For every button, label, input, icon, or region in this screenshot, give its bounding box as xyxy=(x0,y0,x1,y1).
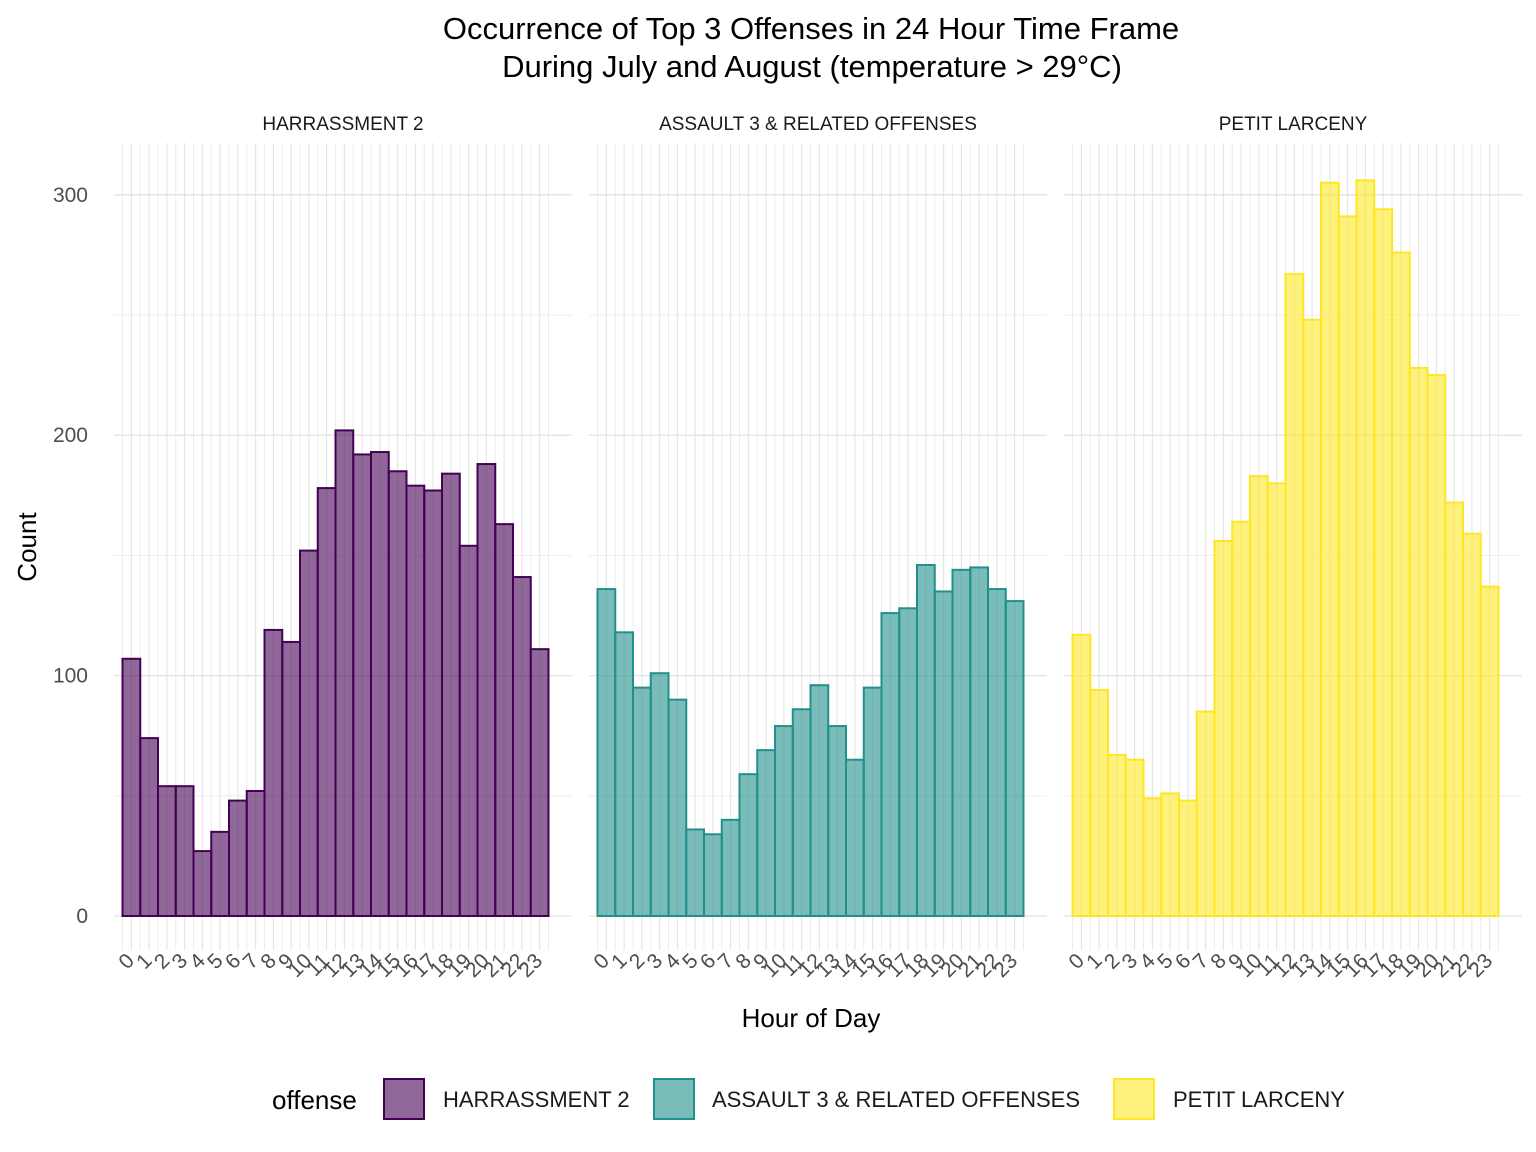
bar-harrassment-2-hour-20 xyxy=(476,463,497,917)
bar-harrassment-2-hour-4 xyxy=(192,850,213,917)
facet-label-assault-3-related-offenses: ASSAULT 3 & RELATED OFFENSES xyxy=(659,114,977,135)
bar-harrassment-2-hour-18 xyxy=(441,472,461,917)
bar-harrassment-2-hour-0 xyxy=(121,657,142,917)
bar-harrassment-2-hour-15 xyxy=(387,470,408,917)
bar-petit-larceny-hour-7 xyxy=(1195,710,1216,917)
x-tick-petit-larceny-23: 23 xyxy=(1464,949,1497,982)
bar-harrassment-2-hour-13 xyxy=(352,453,372,917)
facet-label-harrassment-2: HARRASSMENT 2 xyxy=(262,114,423,135)
bar-assault-3-related-offenses-hour-14 xyxy=(845,758,865,917)
bar-assault-3-related-offenses-hour-7 xyxy=(720,818,741,918)
bar-assault-3-related-offenses-hour-21 xyxy=(969,566,989,917)
bar-assault-3-related-offenses-hour-15 xyxy=(862,686,883,917)
bar-assault-3-related-offenses-hour-23 xyxy=(1004,600,1025,917)
y-tick-100: 100 xyxy=(53,665,88,688)
y-tick-300: 300 xyxy=(53,184,88,207)
bar-petit-larceny-hour-0 xyxy=(1071,633,1092,917)
bar-petit-larceny-hour-18 xyxy=(1391,251,1411,918)
y-tick-0: 0 xyxy=(76,905,88,928)
bar-petit-larceny-hour-1 xyxy=(1089,689,1109,917)
bar-harrassment-2-hour-10 xyxy=(299,549,319,917)
bar-harrassment-2-hour-16 xyxy=(405,484,426,917)
legend-key-petit-larceny xyxy=(1113,1078,1155,1120)
bar-harrassment-2-hour-3 xyxy=(174,785,195,918)
bar-petit-larceny-hour-11 xyxy=(1266,482,1287,917)
bar-harrassment-2-hour-23 xyxy=(529,648,550,917)
bar-harrassment-2-hour-1 xyxy=(139,737,159,917)
bar-assault-3-related-offenses-hour-2 xyxy=(632,686,652,917)
bar-harrassment-2-hour-19 xyxy=(458,544,479,917)
bar-petit-larceny-hour-4 xyxy=(1142,797,1163,917)
bar-assault-3-related-offenses-hour-5 xyxy=(685,828,705,917)
bar-assault-3-related-offenses-hour-8 xyxy=(738,773,759,917)
bar-petit-larceny-hour-22 xyxy=(1462,532,1482,917)
x-tick-harrassment-2-23: 23 xyxy=(514,949,547,982)
bar-assault-3-related-offenses-hour-22 xyxy=(987,588,1007,918)
bar-petit-larceny-hour-13 xyxy=(1302,318,1322,918)
bar-petit-larceny-hour-17 xyxy=(1373,208,1393,917)
bar-petit-larceny-hour-9 xyxy=(1231,520,1251,918)
bar-petit-larceny-hour-21 xyxy=(1444,501,1464,917)
legend-label-petit-larceny: PETIT LARCENY xyxy=(1173,1087,1345,1112)
bar-harrassment-2-hour-11 xyxy=(316,487,337,917)
bar-assault-3-related-offenses-hour-19 xyxy=(933,590,954,918)
bar-assault-3-related-offenses-hour-20 xyxy=(951,568,972,917)
chart-subtitle: During July and August (temperature > 29… xyxy=(502,49,1122,84)
bar-assault-3-related-offenses-hour-3 xyxy=(649,672,670,917)
bar-harrassment-2-hour-12 xyxy=(334,429,355,917)
y-tick-200: 200 xyxy=(53,424,88,447)
bar-assault-3-related-offenses-hour-13 xyxy=(827,725,847,917)
bar-harrassment-2-hour-8 xyxy=(263,628,284,917)
bar-harrassment-2-hour-21 xyxy=(494,523,514,917)
facet-label-petit-larceny: PETIT LARCENY xyxy=(1219,114,1368,135)
bar-petit-larceny-hour-23 xyxy=(1479,585,1500,917)
bar-harrassment-2-hour-6 xyxy=(228,799,248,917)
bar-petit-larceny-hour-6 xyxy=(1178,799,1198,917)
bar-petit-larceny-hour-2 xyxy=(1107,753,1127,917)
bar-petit-larceny-hour-5 xyxy=(1160,792,1180,917)
bar-harrassment-2-hour-7 xyxy=(245,789,266,918)
bar-harrassment-2-hour-9 xyxy=(281,640,301,917)
faceted-bar-chart: HARRASSMENT 2012345678910111213141516171… xyxy=(12,114,1522,1033)
legend: offense HARRASSMENT 2 ASSAULT 3 & RELATE… xyxy=(0,1075,1536,1125)
bar-assault-3-related-offenses-hour-11 xyxy=(791,708,812,917)
bar-assault-3-related-offenses-hour-17 xyxy=(898,607,918,918)
bar-petit-larceny-hour-19 xyxy=(1408,366,1429,917)
bar-assault-3-related-offenses-hour-9 xyxy=(756,749,776,918)
bar-assault-3-related-offenses-hour-0 xyxy=(596,588,617,918)
legend-key-assault xyxy=(653,1078,695,1120)
legend-title: offense xyxy=(272,1085,357,1115)
bar-assault-3-related-offenses-hour-6 xyxy=(703,833,723,917)
chart-title-line-1: Occurrence of Top 3 Offenses in 24 Hour … xyxy=(442,11,1180,46)
bar-petit-larceny-hour-15 xyxy=(1337,215,1358,918)
chart-title: Occurrence of Top 3 Offenses in 24 Hour … xyxy=(0,10,1536,86)
bar-petit-larceny-hour-14 xyxy=(1320,181,1340,917)
bar-petit-larceny-hour-8 xyxy=(1213,539,1234,917)
bar-assault-3-related-offenses-hour-10 xyxy=(774,725,794,917)
bar-petit-larceny-hour-16 xyxy=(1355,179,1376,918)
legend-label-harrassment: HARRASSMENT 2 xyxy=(443,1087,630,1112)
bar-assault-3-related-offenses-hour-18 xyxy=(916,564,936,917)
y-axis-title: Count xyxy=(12,512,42,582)
bar-petit-larceny-hour-12 xyxy=(1284,273,1305,917)
x-axis-title: Hour of Day xyxy=(742,1003,881,1033)
bar-petit-larceny-hour-3 xyxy=(1124,758,1145,917)
x-tick-assault-3-related-offenses-23: 23 xyxy=(989,949,1022,982)
bar-harrassment-2-hour-5 xyxy=(210,830,230,917)
legend-key-harrassment xyxy=(383,1078,425,1120)
bar-harrassment-2-hour-2 xyxy=(157,785,177,918)
bar-assault-3-related-offenses-hour-4 xyxy=(667,698,688,918)
bar-harrassment-2-hour-22 xyxy=(512,576,532,917)
bar-assault-3-related-offenses-hour-12 xyxy=(809,684,830,917)
bar-petit-larceny-hour-20 xyxy=(1426,374,1447,918)
bar-petit-larceny-hour-10 xyxy=(1249,475,1269,917)
bar-assault-3-related-offenses-hour-1 xyxy=(614,631,634,917)
bar-harrassment-2-hour-14 xyxy=(370,451,390,917)
legend-label-assault: ASSAULT 3 & RELATED OFFENSES xyxy=(712,1087,1080,1112)
bar-harrassment-2-hour-17 xyxy=(423,489,443,917)
bar-assault-3-related-offenses-hour-16 xyxy=(880,612,901,917)
